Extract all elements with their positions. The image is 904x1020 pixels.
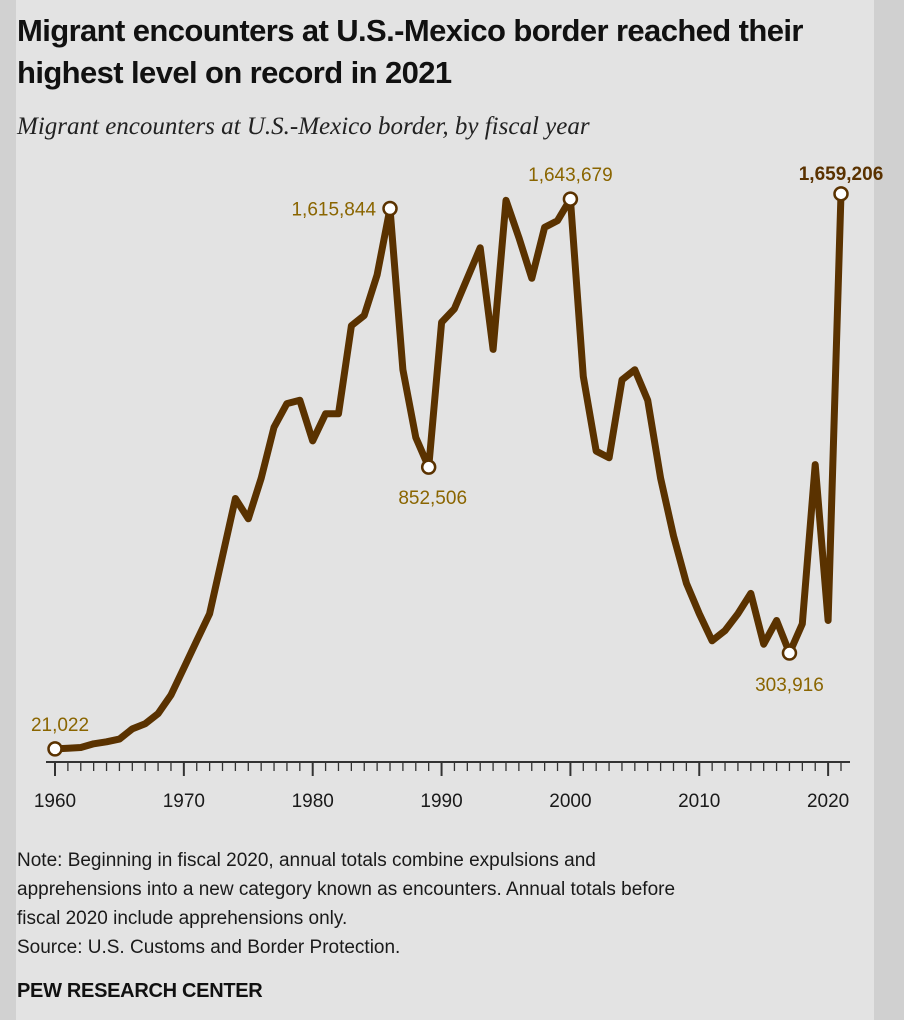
brand-logo-text: PEW RESEARCH CENTER <box>17 980 263 1002</box>
annotation-marker <box>833 186 849 202</box>
note-line-2: apprehensions into a new category known … <box>17 879 676 900</box>
note-line-3: fiscal 2020 include apprehensions only. <box>17 908 348 929</box>
data-label: 1,615,844 <box>291 200 376 221</box>
annotation-marker <box>781 645 798 661</box>
x-tick-label: 2010 <box>678 791 720 812</box>
source-line: Source: U.S. Customs and Border Protecti… <box>17 937 401 958</box>
x-axis: 1960 1970 1980 1990 2000 2010 2020 <box>34 761 850 812</box>
annotation-marker <box>382 200 398 217</box>
data-label: 303,916 <box>755 675 824 696</box>
chart-subtitle: Migrant encounters at U.S.-Mexico border… <box>17 113 590 140</box>
annotation-layer: 21,022 1,615,844 852,506 1,643,679 303,916 1,… <box>31 164 884 757</box>
annotation-marker <box>47 741 63 757</box>
chart-title: Migrant encounters at U.S.-Mexico border… <box>17 13 803 90</box>
series-layer <box>51 190 845 753</box>
line-chart: 1960 1970 1980 1990 2000 2010 2020 21,022 1,615… <box>31 164 884 812</box>
annotation-marker <box>562 191 579 207</box>
x-tick-label: 2000 <box>549 791 591 812</box>
chart-card <box>0 0 874 1020</box>
data-label: 21,022 <box>31 715 89 736</box>
x-tick-label: 1980 <box>292 791 334 812</box>
note-line-1: Note: Beginning in fiscal 2020, annual t… <box>17 850 596 871</box>
annotation-marker <box>420 459 437 475</box>
x-tick-label: 2020 <box>807 791 849 812</box>
chart-note: Note: Beginning in fiscal 2020, annual t… <box>17 846 837 962</box>
x-tick-label: 1990 <box>420 791 462 812</box>
data-label: 852,506 <box>398 488 467 509</box>
data-label: 1,643,679 <box>528 165 613 186</box>
series-line-encounters <box>51 190 845 753</box>
x-tick-label: 1960 <box>34 791 76 812</box>
data-label: 1,659,206 <box>799 164 884 185</box>
page-margin <box>874 0 904 1020</box>
x-tick-label: 1970 <box>163 791 205 812</box>
